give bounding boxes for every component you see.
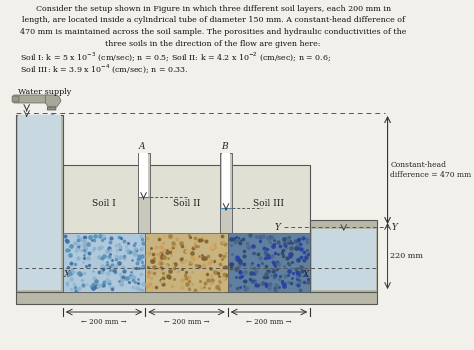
Bar	[220, 153, 232, 233]
Bar	[312, 229, 375, 290]
Text: B: B	[221, 142, 228, 151]
Text: Consider the setup shown in Figure in which three different soil layers, each 20: Consider the setup shown in Figure in wh…	[36, 5, 391, 13]
Bar	[137, 153, 150, 233]
Text: 220 mm: 220 mm	[390, 252, 423, 260]
Text: length, are located inside a cylindrical tube of diameter 150 mm. A constant-hea: length, are located inside a cylindrical…	[22, 16, 405, 24]
Text: Soil III: Soil III	[254, 198, 284, 208]
Text: 470 mm is maintained across the soil sample. The porosities and hydraulic conduc: 470 mm is maintained across the soil sam…	[20, 28, 406, 36]
Text: Constant-head: Constant-head	[390, 161, 446, 169]
Bar	[63, 233, 145, 292]
Bar	[310, 220, 377, 292]
Text: Water supply: Water supply	[18, 88, 72, 96]
Text: Soil II: Soil II	[173, 198, 200, 208]
Bar	[139, 153, 148, 197]
Text: X: X	[64, 270, 70, 279]
FancyBboxPatch shape	[14, 95, 48, 103]
Text: Y: Y	[275, 223, 281, 231]
Text: three soils in the direction of the flow are given here:: three soils in the direction of the flow…	[105, 40, 321, 48]
Text: Soil I: k = 5 x 10$^{-3}$ (cm/sec); n = 0.5; Soil II: k = 4.2 x 10$^{-2}$ (cm/se: Soil I: k = 5 x 10$^{-3}$ (cm/sec); n = …	[20, 51, 331, 64]
Polygon shape	[46, 95, 61, 107]
Text: Soil III: k = 3.9 x 10$^{-4}$ (cm/sec); n = 0.33.: Soil III: k = 3.9 x 10$^{-4}$ (cm/sec); …	[20, 63, 188, 76]
Text: - Y: - Y	[386, 223, 398, 231]
Text: ← 200 mm →: ← 200 mm →	[81, 318, 127, 326]
Text: ← 200 mm →: ← 200 mm →	[164, 318, 209, 326]
Bar	[18, 115, 61, 290]
FancyBboxPatch shape	[47, 107, 56, 110]
Text: Soil I: Soil I	[92, 198, 116, 208]
FancyBboxPatch shape	[12, 96, 19, 102]
Bar	[63, 165, 310, 292]
Bar	[228, 233, 310, 292]
Text: ← 200 mm →: ← 200 mm →	[246, 318, 292, 326]
Bar	[145, 233, 228, 292]
Bar	[17, 292, 377, 304]
Bar	[222, 153, 230, 208]
Text: difference = 470 mm: difference = 470 mm	[390, 171, 471, 179]
Text: A: A	[138, 142, 145, 151]
Bar	[17, 115, 63, 292]
Text: X: X	[303, 270, 310, 279]
